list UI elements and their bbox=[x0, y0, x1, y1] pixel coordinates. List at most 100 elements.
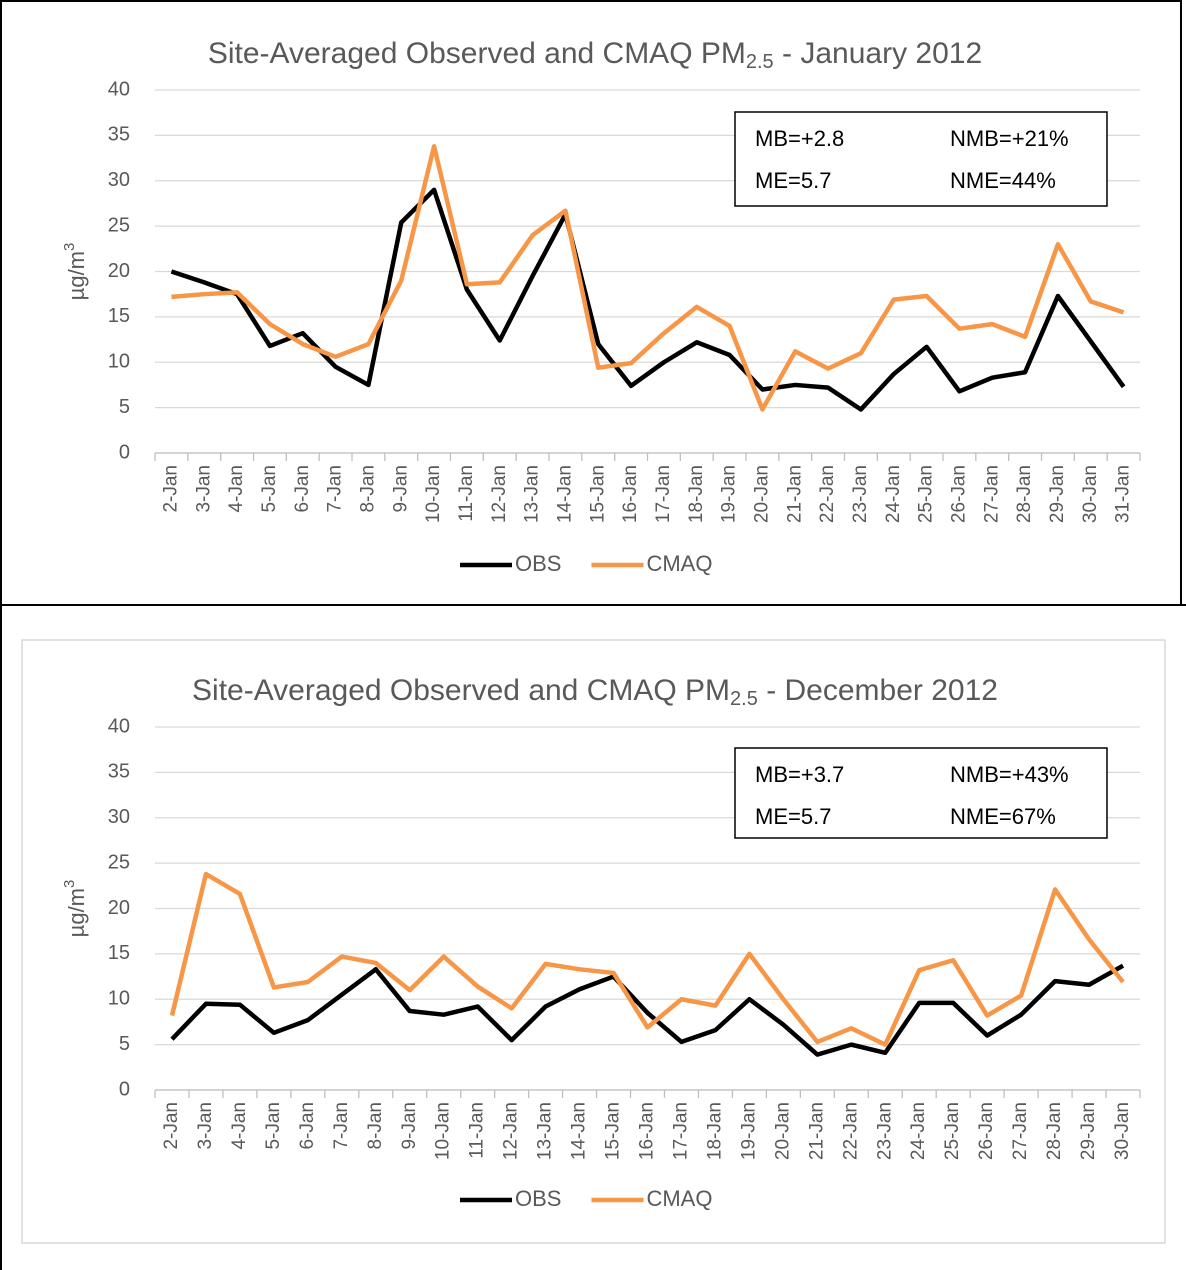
stats-box-border bbox=[734, 747, 1108, 839]
x-tick-label: 7-Jan bbox=[331, 1102, 352, 1150]
x-tick-label: 6-Jan bbox=[292, 465, 313, 513]
x-tick-label: 2-Jan bbox=[160, 465, 181, 513]
title-text: - December 2012 bbox=[758, 674, 998, 707]
x-tick-label: 30-Jan bbox=[1112, 1102, 1133, 1160]
x-tick-label: 4-Jan bbox=[226, 465, 247, 513]
x-tick-label: 21-Jan bbox=[806, 1102, 827, 1160]
x-tick-label: 9-Jan bbox=[390, 465, 411, 513]
y-tick-label: 15 bbox=[108, 942, 130, 964]
x-tick-label: 23-Jan bbox=[874, 1102, 895, 1160]
stats-text: MB=+2.8 bbox=[755, 126, 844, 151]
x-tick-label: 24-Jan bbox=[883, 465, 904, 523]
x-tick-label: 8-Jan bbox=[365, 1102, 386, 1150]
chart-title: Site-Averaged Observed and CMAQ PM2.5 - … bbox=[192, 674, 998, 710]
data-line bbox=[170, 963, 1125, 1057]
stats-text: MB=+3.7 bbox=[755, 762, 844, 787]
x-tick-label: 26-Jan bbox=[976, 1102, 997, 1160]
x-tick-label: 31-Jan bbox=[1113, 465, 1134, 523]
x-tick-label: 13-Jan bbox=[522, 465, 543, 523]
data-line bbox=[171, 144, 1125, 412]
stats-text: ME=5.7 bbox=[755, 168, 831, 193]
x-tick-label: 22-Jan bbox=[817, 465, 838, 523]
y-tick-label: 30 bbox=[108, 169, 130, 191]
stats-text: NMB=+43% bbox=[950, 762, 1069, 787]
x-tick-label: 11-Jan bbox=[456, 465, 477, 522]
y-label-text: µg/m bbox=[64, 888, 89, 937]
x-tick-label: 15-Jan bbox=[603, 1102, 624, 1160]
x-tick-label: 27-Jan bbox=[1010, 1102, 1031, 1160]
title-text: Site-Averaged Observed and CMAQ PM bbox=[208, 37, 746, 70]
x-tick-label: 30-Jan bbox=[1080, 465, 1101, 523]
legend-label: CMAQ bbox=[646, 1186, 712, 1211]
x-tick-label: 28-Jan bbox=[1014, 465, 1035, 523]
y-tick-label: 10 bbox=[108, 351, 130, 373]
stats-box: MB=+3.7 NMB=+43% ME=5.7 NME=67% bbox=[734, 747, 1108, 839]
data-line bbox=[169, 871, 1125, 1047]
y-tick-label: 40 bbox=[108, 715, 130, 737]
y-tick-label: 20 bbox=[108, 260, 130, 282]
x-tick-label: 12-Jan bbox=[489, 465, 510, 523]
stats-box: MB=+2.8 NMB=+21% ME=5.7 NME=44% bbox=[734, 111, 1108, 207]
x-tick-label: 6-Jan bbox=[297, 1102, 318, 1150]
stats-text: ME=5.7 bbox=[755, 804, 831, 829]
x-tick-label: 23-Jan bbox=[850, 465, 871, 523]
legend-label: CMAQ bbox=[646, 551, 712, 576]
x-tick-label: 16-Jan bbox=[620, 465, 641, 523]
y-tick-label: 35 bbox=[108, 124, 130, 146]
chart-border bbox=[21, 639, 1166, 1244]
x-tick-label: 16-Jan bbox=[637, 1102, 658, 1160]
x-tick-label: 28-Jan bbox=[1044, 1102, 1065, 1160]
x-tick-label: 11-Jan bbox=[467, 1102, 488, 1159]
x-tick-label: 3-Jan bbox=[193, 465, 214, 513]
stats-text: NMB=+21% bbox=[950, 126, 1069, 151]
x-tick-label: 17-Jan bbox=[653, 465, 674, 523]
y-tick-label: 5 bbox=[119, 1033, 130, 1055]
y-label-text: µg/m bbox=[64, 251, 89, 300]
x-tick-label: 29-Jan bbox=[1047, 465, 1068, 523]
title-text: - January 2012 bbox=[774, 37, 982, 70]
title-text: Site-Averaged Observed and CMAQ PM bbox=[192, 674, 730, 707]
x-tick-label: 2-Jan bbox=[161, 1102, 182, 1150]
x-tick-label: 14-Jan bbox=[554, 465, 575, 523]
x-tick-label: 7-Jan bbox=[325, 465, 346, 513]
x-tick-label: 18-Jan bbox=[686, 465, 707, 523]
x-tick-label: 27-Jan bbox=[981, 465, 1002, 523]
x-tick-label: 26-Jan bbox=[948, 465, 969, 523]
y-tick-label: 40 bbox=[108, 78, 130, 100]
y-tick-label: 25 bbox=[108, 851, 130, 873]
y-tick-label: 5 bbox=[119, 396, 130, 418]
y-axis-label: µg/m3 bbox=[61, 880, 89, 938]
x-tick-label: 4-Jan bbox=[229, 1102, 250, 1150]
stats-text: NME=44% bbox=[950, 168, 1056, 193]
y-label-superscript: 3 bbox=[61, 880, 78, 888]
x-tick-label: 12-Jan bbox=[501, 1102, 522, 1160]
chart-title: Site-Averaged Observed and CMAQ PM2.5 - … bbox=[208, 37, 982, 73]
y-tick-label: 10 bbox=[108, 988, 130, 1010]
y-tick-label: 30 bbox=[108, 806, 130, 828]
data-line bbox=[170, 187, 1126, 412]
stats-box-border bbox=[734, 111, 1108, 207]
x-tick-label: 29-Jan bbox=[1078, 1102, 1099, 1160]
x-tick-label: 18-Jan bbox=[704, 1102, 725, 1160]
legend-label: OBS bbox=[515, 551, 561, 576]
x-tick-label: 22-Jan bbox=[840, 1102, 861, 1160]
x-tick-label: 10-Jan bbox=[433, 1102, 454, 1160]
x-tick-label: 15-Jan bbox=[587, 465, 608, 523]
stats-text: NME=67% bbox=[950, 804, 1056, 829]
y-label-superscript: 3 bbox=[61, 243, 78, 251]
y-axis-label: µg/m3 bbox=[61, 243, 89, 301]
x-tick-label: 19-Jan bbox=[738, 1102, 759, 1160]
title-subscript: 2.5 bbox=[746, 51, 774, 73]
x-tick-label: 10-Jan bbox=[423, 465, 444, 523]
y-tick-label: 35 bbox=[108, 761, 130, 783]
y-tick-label: 0 bbox=[119, 441, 130, 463]
x-tick-label: 5-Jan bbox=[263, 1102, 284, 1150]
x-tick-label: 21-Jan bbox=[784, 465, 805, 523]
x-tick-label: 9-Jan bbox=[399, 1102, 420, 1150]
y-tick-label: 25 bbox=[108, 214, 130, 236]
y-tick-label: 0 bbox=[119, 1078, 130, 1100]
y-tick-label: 20 bbox=[108, 897, 130, 919]
x-tick-label: 20-Jan bbox=[751, 465, 772, 523]
x-tick-label: 19-Jan bbox=[719, 465, 740, 523]
x-tick-label: 14-Jan bbox=[569, 1102, 590, 1160]
